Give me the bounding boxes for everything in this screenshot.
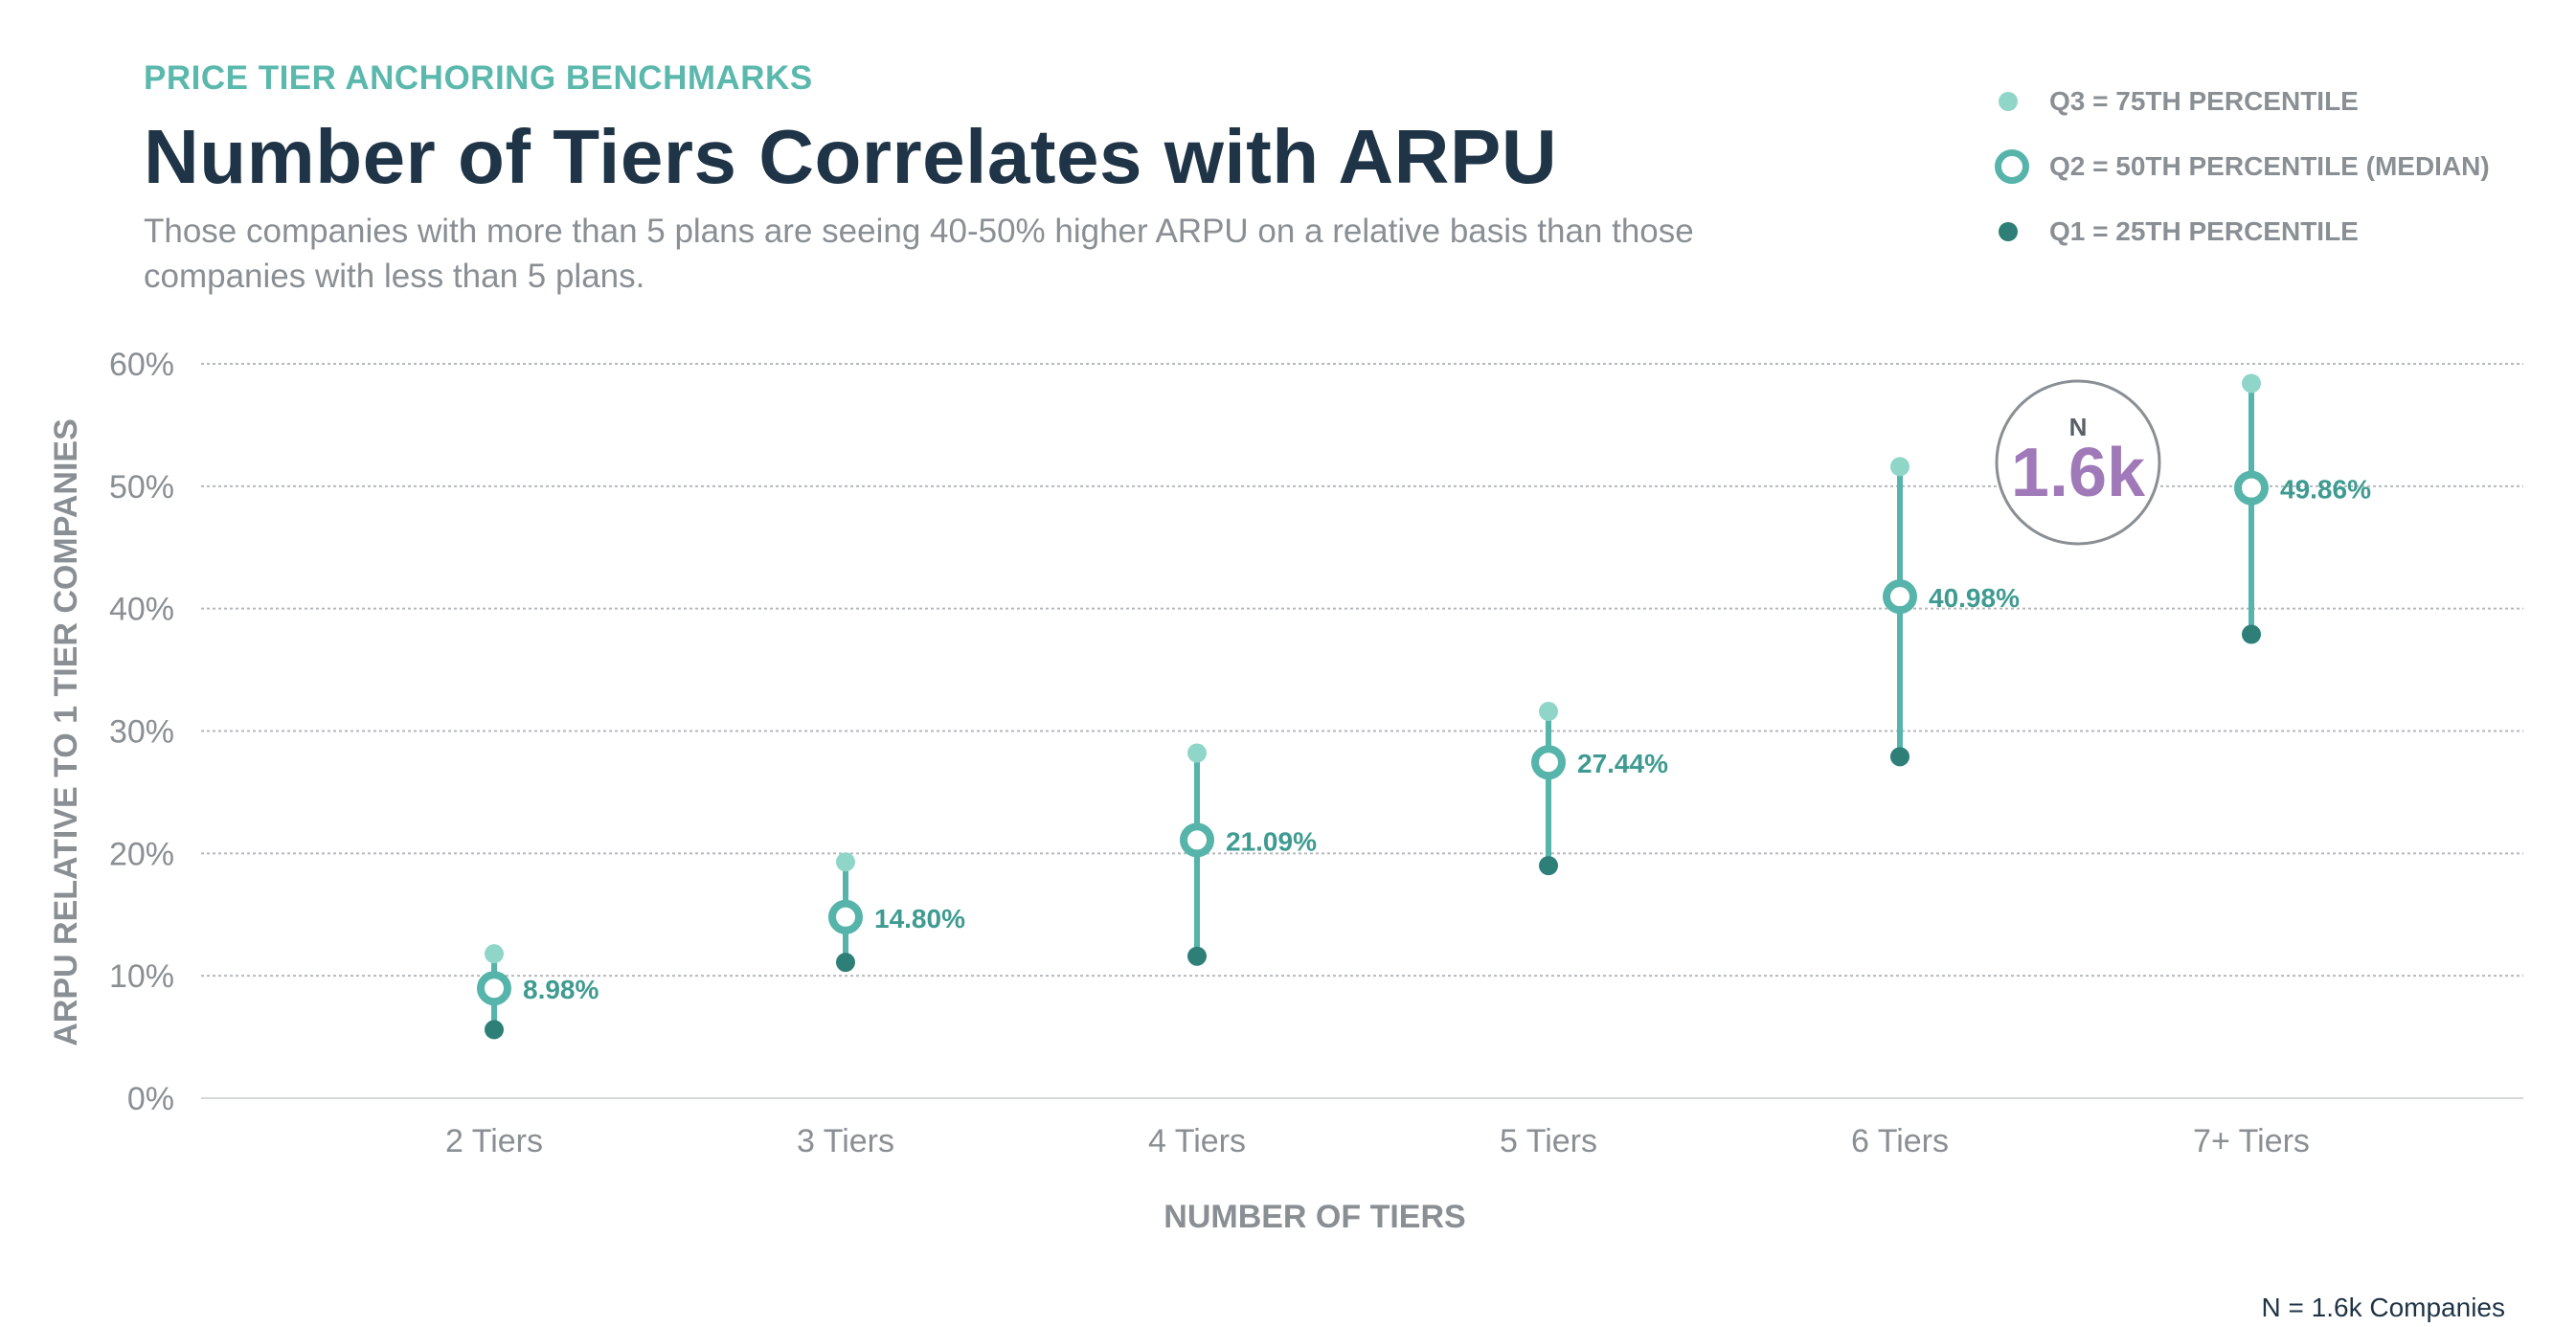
y-tick-label: 30% bbox=[109, 714, 174, 751]
marks-layer: 2 Tiers 3 Tiers 4 Tiers 5 Tiers 6 Tiers 7+ Ti… bbox=[445, 373, 2371, 1159]
x-tick-label: 2 Tiers bbox=[445, 1123, 543, 1159]
q1-dot-icon bbox=[1999, 222, 2018, 241]
q1-point bbox=[1187, 946, 1207, 966]
q1-point bbox=[836, 953, 855, 973]
q3-dot-icon bbox=[1999, 92, 2018, 111]
median-data-label: 8.98% bbox=[523, 975, 599, 1004]
badge-value: 1.6k bbox=[2011, 435, 2146, 511]
median-data-label: 27.44% bbox=[1577, 749, 1668, 778]
x-axis-title: NUMBER OF TIERS bbox=[1164, 1199, 1465, 1235]
q2-median-point bbox=[1180, 822, 1214, 858]
q1-point bbox=[2242, 624, 2261, 644]
q3-point bbox=[1539, 702, 1558, 722]
chart-subtitle: Those companies with more than 5 plans a… bbox=[144, 213, 1694, 295]
x-tick-label: 6 Tiers bbox=[1851, 1123, 1949, 1159]
badge-label: N bbox=[2069, 413, 2088, 441]
y-tick-label: 0% bbox=[127, 1081, 174, 1117]
x-tick-label: 3 Tiers bbox=[797, 1123, 894, 1159]
x-tick-label: 7+ Tiers bbox=[2193, 1123, 2310, 1159]
median-data-label: 40.98% bbox=[1929, 583, 2020, 613]
grid-layer: 0% 10% 20% 30% 40% 50% 60% bbox=[109, 347, 2523, 1117]
q2-median-point bbox=[1883, 579, 1917, 615]
q2-median-point bbox=[2234, 470, 2269, 506]
legend-item-q3: Q3 = 75TH PERCENTILE bbox=[1982, 69, 2490, 134]
footnote: N = 1.6k Companies bbox=[2261, 1293, 2505, 1322]
legend-label-q3: Q3 = 75TH PERCENTILE bbox=[2049, 86, 2359, 116]
median-data-label: 14.80% bbox=[874, 904, 965, 933]
q1-point bbox=[1890, 747, 1909, 767]
x-tick-label: 4 Tiers bbox=[1148, 1123, 1246, 1159]
q1-point bbox=[485, 1020, 504, 1040]
q2-median-point bbox=[828, 899, 863, 934]
legend-item-q1: Q1 = 25TH PERCENTILE bbox=[1982, 199, 2490, 264]
q3-point bbox=[836, 852, 855, 872]
y-tick-label: 10% bbox=[109, 958, 174, 995]
median-data-label: 21.09% bbox=[1226, 826, 1317, 856]
legend-label-q1: Q1 = 25TH PERCENTILE bbox=[2049, 216, 2359, 246]
badge-circle bbox=[1995, 379, 2161, 546]
median-data-label: 49.86% bbox=[2280, 475, 2371, 505]
chart-title: Number of Tiers Correlates with ARPU bbox=[144, 114, 1558, 199]
q2-median-point bbox=[477, 971, 511, 1006]
q1-point bbox=[1539, 856, 1558, 876]
x-tick-label: 5 Tiers bbox=[1500, 1123, 1597, 1159]
q2-ring-icon bbox=[1995, 149, 2029, 184]
chart-eyebrow: PRICE TIER ANCHORING BENCHMARKS bbox=[144, 59, 813, 97]
y-axis-title: ARPU RELATIVE TO 1 TIER COMPANIES bbox=[48, 418, 84, 1046]
y-tick-label: 60% bbox=[109, 347, 174, 383]
q3-point bbox=[1187, 743, 1207, 763]
q2-median-point bbox=[1531, 745, 1566, 780]
y-tick-label: 20% bbox=[109, 836, 174, 872]
q3-point bbox=[2242, 373, 2261, 394]
q3-point bbox=[485, 944, 504, 964]
y-tick-label: 40% bbox=[109, 592, 174, 628]
legend: Q3 = 75TH PERCENTILE Q2 = 50TH PERCENTIL… bbox=[1982, 69, 2490, 264]
sample-size-badge: N 1.6k bbox=[1995, 379, 2161, 546]
y-tick-label: 50% bbox=[109, 469, 174, 506]
legend-item-q2: Q2 = 50TH PERCENTILE (MEDIAN) bbox=[1982, 134, 2490, 199]
legend-label-q2: Q2 = 50TH PERCENTILE (MEDIAN) bbox=[2049, 151, 2490, 181]
q3-point bbox=[1890, 457, 1909, 477]
